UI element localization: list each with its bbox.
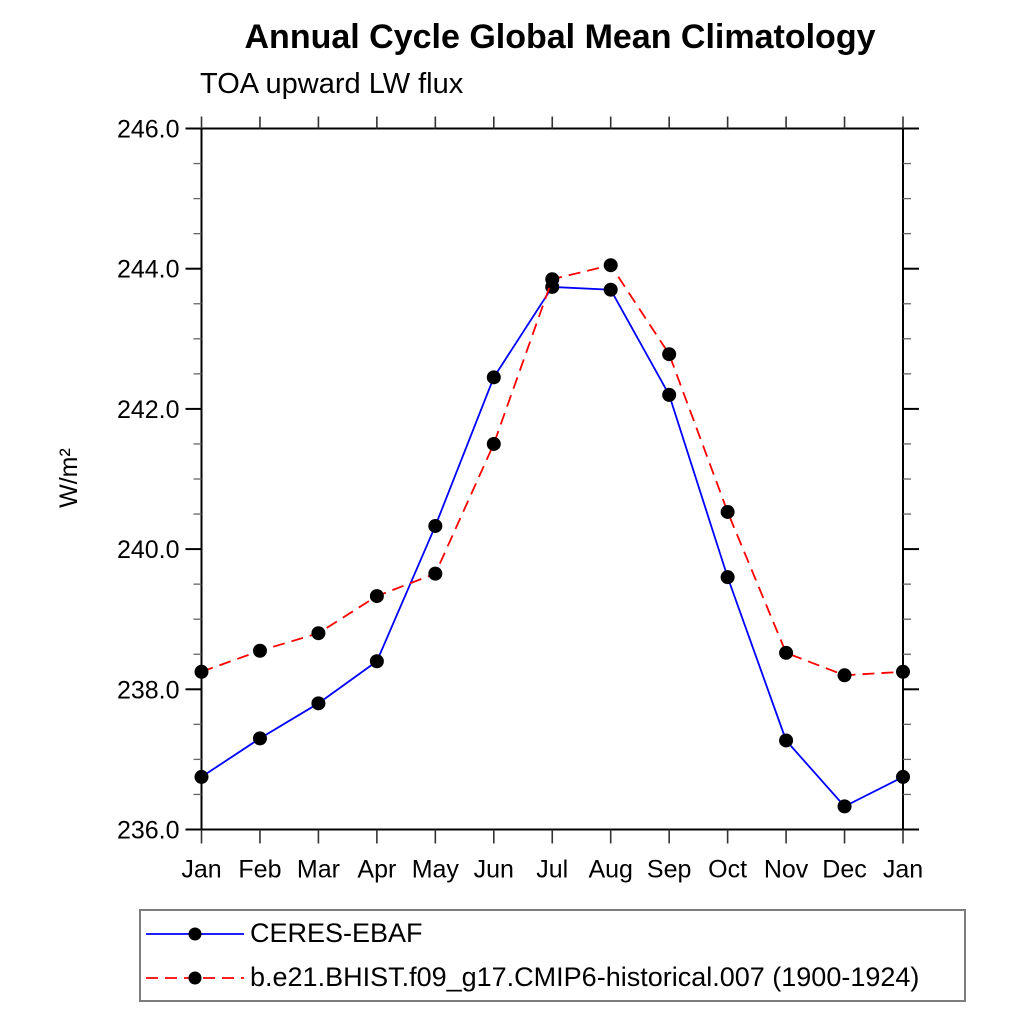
series-line-1: [201, 264, 904, 677]
series-markers-1: [194, 258, 910, 683]
x-tick-label: Apr: [357, 856, 396, 884]
data-point-marker: [662, 387, 677, 402]
x-tick-label: Aug: [588, 856, 632, 884]
data-point-marker: [779, 733, 794, 748]
data-point-marker: [428, 518, 443, 533]
data-point-marker: [486, 370, 501, 385]
data-point-marker: [194, 664, 209, 679]
data-point-marker: [252, 643, 267, 658]
x-tick-label: May: [412, 856, 460, 884]
data-point-marker: [896, 664, 910, 679]
y-tick-label: 244.0: [117, 256, 180, 284]
series-markers-0: [194, 279, 910, 814]
x-tick-label: Jan: [181, 856, 221, 884]
data-point-marker: [896, 769, 910, 784]
data-point-marker: [779, 645, 794, 660]
y-axis-ticks: 236.0 238.0 240.0 242.0 244.0 246.0: [117, 116, 919, 845]
x-tick-label: Nov: [764, 856, 809, 884]
x-tick-label: Dec: [822, 856, 866, 884]
data-point-marker: [369, 589, 384, 604]
data-point-marker: [545, 272, 560, 287]
x-tick-label: Jun: [474, 856, 514, 884]
data-point-marker: [662, 347, 677, 362]
legend-solid-line-marker-icon: [146, 927, 244, 940]
x-tick-label: Feb: [238, 856, 281, 884]
data-point-marker: [837, 668, 852, 683]
x-tick-label: Mar: [297, 856, 340, 884]
data-point-marker: [486, 436, 501, 451]
legend-label: CERES-EBAF: [250, 918, 423, 948]
legend: CERES-EBAF b.e21.BHIST.f09_g17.CMIP6-his…: [139, 909, 966, 1002]
x-tick-label: Sep: [647, 856, 691, 884]
y-tick-label: 238.0: [117, 676, 180, 704]
data-point-marker: [603, 282, 618, 297]
y-tick-label: 236.0: [117, 817, 180, 845]
chart-title: Annual Cycle Global Mean Climatology: [244, 18, 876, 56]
y-tick-label: 242.0: [117, 396, 180, 424]
x-tick-label: Jan: [883, 856, 923, 884]
data-point-marker: [311, 626, 326, 641]
data-point-marker: [720, 570, 735, 585]
y-tick-label: 240.0: [117, 536, 180, 564]
legend-item: CERES-EBAF: [144, 912, 964, 956]
data-point-marker: [428, 566, 443, 581]
y-tick-label: 246.0: [117, 116, 180, 144]
plot-frame: [200, 127, 904, 831]
legend-item: b.e21.BHIST.f09_g17.CMIP6-historical.007…: [144, 956, 964, 1000]
legend-dashed-line-marker-icon: [146, 971, 244, 984]
series-line-0: [201, 286, 904, 808]
data-point-marker: [369, 654, 384, 669]
data-point-marker: [837, 799, 852, 814]
chart-subtitle: TOA upward LW flux: [200, 68, 464, 100]
x-tick-label: Oct: [708, 856, 747, 884]
legend-label: b.e21.BHIST.f09_g17.CMIP6-historical.007…: [250, 962, 920, 992]
data-point-marker: [311, 696, 326, 711]
data-point-marker: [194, 769, 209, 784]
x-tick-label: Jul: [536, 856, 568, 884]
x-axis-ticks: Jan Feb Mar Apr May Jun Jul Aug Sep Oct Nov Dec Jan: [181, 116, 923, 884]
data-point-marker: [720, 504, 735, 519]
data-point-marker: [252, 731, 267, 746]
data-point-marker: [603, 258, 618, 273]
